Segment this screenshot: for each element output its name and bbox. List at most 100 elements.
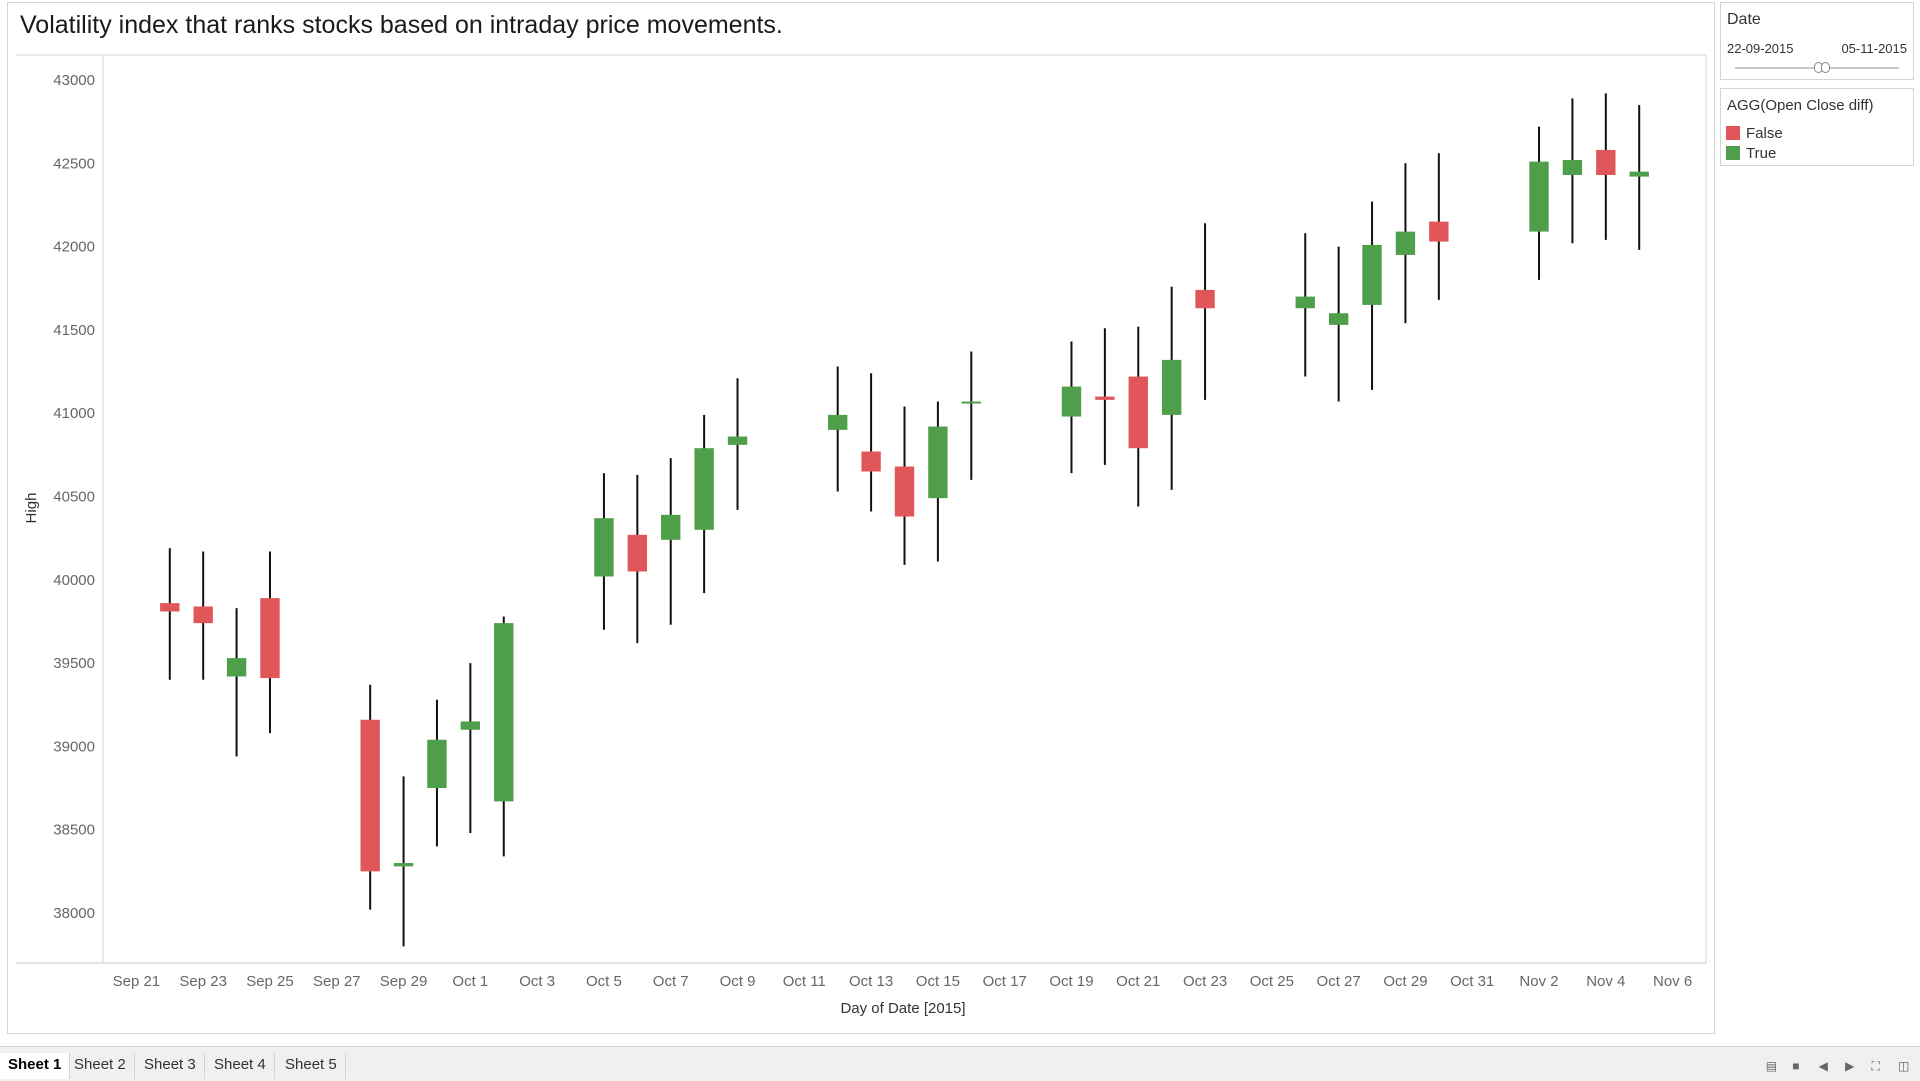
x-tick-label: Oct 29	[1383, 973, 1427, 990]
x-tick-labels: Sep 21 Sep 23 Sep 25 Sep 27 Sep 29 Oct 1 Oct 3…	[113, 973, 1693, 990]
x-tick-label: Oct 31	[1450, 973, 1494, 990]
y-tick-label: 41500	[53, 322, 95, 339]
x-axis-title: Day of Date [2015]	[840, 1000, 965, 1017]
candle-body	[1529, 161, 1549, 232]
x-tick-label: Oct 1	[452, 973, 488, 990]
x-tick-label: Oct 11	[783, 973, 826, 990]
body-layer	[160, 149, 1649, 872]
candle-body	[1362, 244, 1382, 305]
wick-layer	[168, 93, 1641, 947]
candle-body	[661, 514, 681, 540]
y-tick-label: 38500	[53, 822, 95, 839]
candle-body	[1429, 221, 1449, 242]
x-tick-label: Sep 25	[246, 973, 294, 990]
candle-body	[1295, 296, 1315, 309]
candle-body	[894, 466, 915, 517]
candle-body	[160, 603, 180, 612]
x-tick-label: Oct 3	[519, 973, 555, 990]
status-bar-icons: ▤ ■ ◀ ▶ ⛶ ◫	[1756, 1057, 1910, 1073]
sheet-view-icon[interactable]: ■	[1792, 1058, 1800, 1073]
x-tick-label: Sep 21	[113, 973, 161, 990]
x-tick-label: Oct 27	[1317, 973, 1361, 990]
candle-body	[1161, 359, 1182, 415]
x-tick-label: Oct 21	[1116, 973, 1160, 990]
x-tick-label: Nov 6	[1653, 973, 1692, 990]
candle-body	[193, 606, 213, 624]
x-tick-label: Oct 15	[916, 973, 960, 990]
color-legend: AGG(Open Close diff) False True	[1720, 88, 1914, 166]
legend-item-true[interactable]: True	[1726, 145, 1776, 163]
x-tick-label: Nov 4	[1586, 973, 1625, 990]
x-tick-label: Oct 17	[983, 973, 1027, 990]
y-tick-label: 40000	[53, 572, 95, 589]
y-tick-label: 42500	[53, 155, 95, 172]
date-range-end[interactable]: 05-11-2015	[1841, 41, 1907, 56]
x-tick-label: Oct 13	[849, 973, 893, 990]
candle-body	[1596, 149, 1616, 175]
candle-body	[1562, 159, 1583, 175]
prev-sheet-icon[interactable]: ◀	[1818, 1058, 1828, 1073]
candle-body	[928, 426, 948, 499]
candle-body	[694, 448, 714, 530]
legend-title: AGG(Open Close diff)	[1727, 97, 1874, 114]
candle-body	[226, 658, 247, 677]
x-tick-label: Sep 27	[313, 973, 361, 990]
candle-body	[360, 719, 380, 872]
legend-label-true: True	[1746, 145, 1777, 162]
date-range-start[interactable]: 22-09-2015	[1727, 41, 1794, 56]
candle-body	[260, 598, 280, 679]
x-tick-label: Sep 29	[380, 973, 428, 990]
date-slider-end-handle[interactable]	[1821, 62, 1830, 73]
tab-sheet-3[interactable]: Sheet 3	[136, 1053, 205, 1079]
candle-body	[961, 401, 981, 404]
tab-sheet-2[interactable]: Sheet 2	[66, 1053, 135, 1079]
candle-body	[393, 863, 414, 867]
x-tick-label: Oct 23	[1183, 973, 1227, 990]
candle-body	[627, 534, 648, 572]
legend-swatch-true	[1726, 146, 1740, 160]
x-tick-label: Oct 9	[720, 973, 756, 990]
x-tick-label: Nov 2	[1519, 973, 1558, 990]
x-tick-label: Oct 5	[586, 973, 622, 990]
candle-body	[1061, 386, 1082, 417]
presentation-icon[interactable]: ◫	[1898, 1058, 1910, 1073]
candle-body	[494, 623, 514, 802]
fit-view-icon[interactable]: ⛶	[1871, 1058, 1880, 1073]
x-tick-label: Oct 7	[653, 973, 689, 990]
legend-item-false[interactable]: False	[1726, 125, 1783, 143]
candle-body	[1128, 376, 1148, 449]
candle-body	[727, 436, 748, 445]
candle-body	[1629, 171, 1649, 177]
grid-view-icon[interactable]: ▤	[1765, 1058, 1778, 1073]
worksheet: Volatility index that ranks stocks based…	[7, 2, 1715, 1034]
tab-sheet-5[interactable]: Sheet 5	[277, 1053, 346, 1079]
legend-swatch-false	[1726, 126, 1740, 140]
tab-sheet-1[interactable]: Sheet 1	[0, 1053, 71, 1079]
candle-body	[1095, 396, 1115, 400]
candle-body	[828, 414, 848, 430]
y-tick-label: 40500	[53, 489, 95, 506]
y-axis-title: High	[23, 493, 40, 524]
candle-body	[460, 721, 481, 730]
grid-layer	[16, 54, 1707, 964]
next-sheet-icon[interactable]: ▶	[1845, 1058, 1855, 1073]
candlestick-chart[interactable]: 38000 38500 39000 39500 40000 40500 41000 41500…	[8, 3, 1714, 1033]
candle-body	[861, 451, 881, 472]
y-tick-label: 39500	[53, 655, 95, 672]
candle-body	[1195, 289, 1215, 309]
date-filter-title: Date	[1727, 11, 1761, 28]
legend-label-false: False	[1746, 125, 1783, 142]
date-filter-card: Date 22-09-2015 05-11-2015	[1720, 2, 1914, 80]
candle-body	[594, 518, 614, 577]
sheet-tab-bar: Sheet 1 Sheet 2 Sheet 3 Sheet 4 Sheet 5 …	[0, 1046, 1920, 1081]
candle-body	[1395, 231, 1416, 255]
tab-sheet-4[interactable]: Sheet 4	[206, 1053, 275, 1079]
y-tick-label: 41000	[53, 405, 95, 422]
y-tick-label: 42000	[53, 239, 95, 256]
candle-body	[427, 739, 447, 789]
y-tick-label: 38000	[53, 905, 95, 922]
x-tick-label: Oct 25	[1250, 973, 1294, 990]
x-tick-label: Sep 23	[179, 973, 227, 990]
y-tick-label: 43000	[53, 72, 95, 89]
chart-title: Volatility index that ranks stocks based…	[20, 11, 783, 39]
